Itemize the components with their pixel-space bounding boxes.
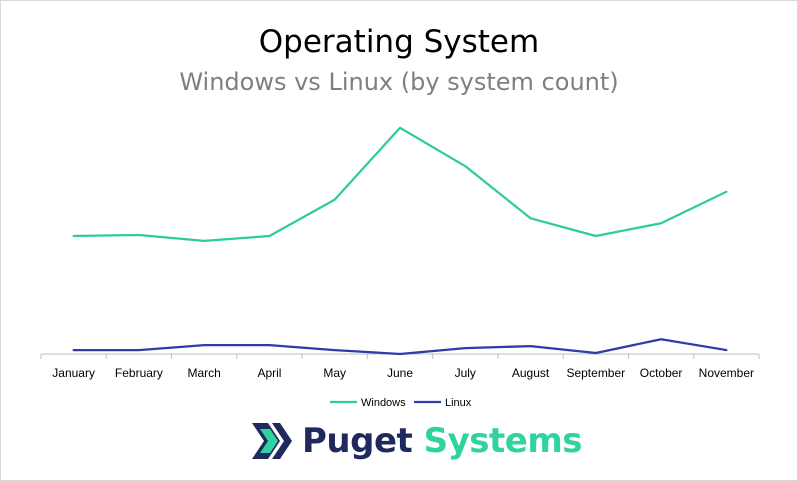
chart-title: Operating System [258, 24, 540, 60]
puget-systems-logo: Puget Systems [250, 418, 583, 464]
series-line-windows [72, 126, 728, 243]
chart-subtitle: Windows vs Linux (by system count) [179, 68, 619, 96]
legend: Windows Linux [330, 397, 472, 409]
puget-chevron-icon [252, 423, 292, 459]
x-tick-label: June [387, 366, 413, 380]
x-tick-label: January [52, 366, 95, 380]
legend-label-linux: Linux [445, 397, 472, 409]
x-tick-label: May [323, 366, 346, 380]
x-tick-label: March [188, 366, 221, 380]
logo-word-systems: Systems [423, 421, 583, 461]
x-tick-label: April [257, 366, 281, 380]
logo-wordmark: Puget Systems [302, 421, 583, 461]
x-tick-label: August [512, 366, 550, 380]
x-tick-label: September [566, 366, 625, 380]
x-tick-label: July [455, 366, 476, 380]
series-line-linux [72, 338, 728, 356]
logo-word-puget: Puget [302, 421, 413, 461]
series-layer [72, 126, 728, 356]
x-axis: January February March April May June July Augu… [40, 353, 760, 380]
x-tick-label: February [115, 366, 163, 380]
x-tick-label: November [699, 366, 754, 380]
legend-label-windows: Windows [361, 397, 406, 409]
x-tick-label: October [640, 366, 683, 380]
